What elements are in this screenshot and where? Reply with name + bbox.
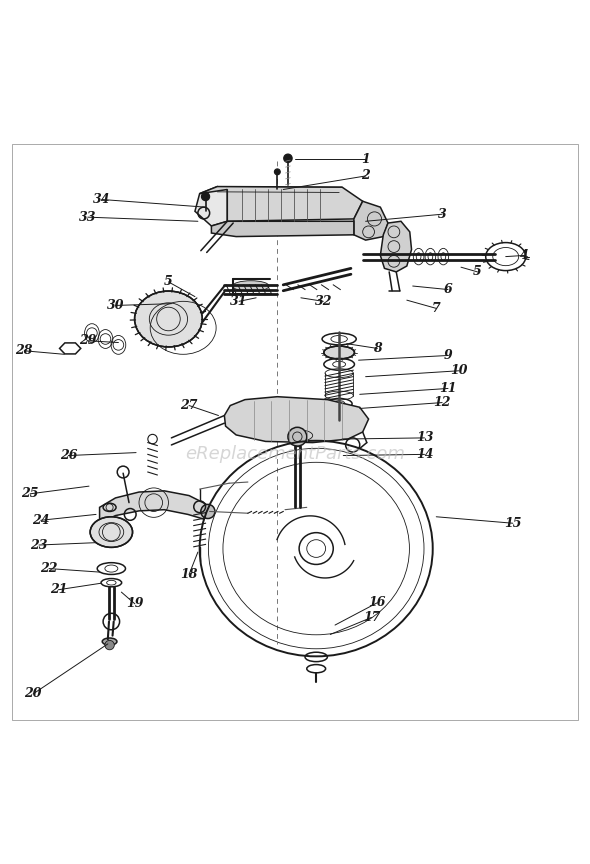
Text: 16: 16: [369, 596, 386, 609]
Polygon shape: [381, 221, 412, 272]
Text: 5: 5: [164, 276, 173, 289]
Ellipse shape: [102, 638, 117, 645]
Text: 19: 19: [126, 597, 143, 610]
Ellipse shape: [90, 517, 133, 548]
Text: 33: 33: [79, 211, 97, 224]
Circle shape: [288, 428, 307, 446]
Circle shape: [201, 193, 209, 200]
Text: 27: 27: [181, 399, 198, 412]
Text: 20: 20: [24, 688, 42, 701]
Text: 29: 29: [79, 334, 97, 347]
Text: 3: 3: [438, 207, 447, 220]
Text: 4: 4: [520, 249, 529, 262]
Text: 21: 21: [50, 583, 67, 596]
Text: eReplacementParts.com: eReplacementParts.com: [185, 445, 405, 463]
Text: 34: 34: [93, 193, 111, 206]
Text: 2: 2: [361, 169, 370, 182]
Text: 18: 18: [181, 568, 198, 581]
Text: 31: 31: [230, 295, 248, 308]
Text: 8: 8: [373, 342, 382, 355]
Text: 6: 6: [444, 283, 453, 296]
Ellipse shape: [232, 281, 269, 291]
Text: 7: 7: [432, 302, 441, 314]
Text: 5: 5: [473, 265, 482, 278]
Text: 9: 9: [444, 349, 453, 362]
Text: 1: 1: [361, 153, 370, 166]
Text: 14: 14: [416, 448, 433, 461]
Polygon shape: [211, 221, 354, 237]
Polygon shape: [199, 187, 363, 221]
Text: 17: 17: [363, 611, 381, 624]
Text: 10: 10: [450, 365, 467, 378]
Ellipse shape: [135, 291, 202, 347]
Text: 24: 24: [32, 514, 50, 527]
Polygon shape: [224, 397, 369, 442]
Text: 12: 12: [434, 396, 451, 409]
Polygon shape: [100, 491, 209, 524]
Text: 23: 23: [30, 538, 48, 551]
Ellipse shape: [324, 346, 355, 359]
Circle shape: [274, 168, 280, 175]
Text: 25: 25: [21, 487, 39, 500]
Text: 22: 22: [40, 562, 58, 575]
Text: 30: 30: [107, 299, 124, 312]
Polygon shape: [354, 201, 388, 240]
Text: 32: 32: [314, 295, 332, 308]
Circle shape: [284, 154, 292, 162]
Circle shape: [105, 640, 114, 650]
Circle shape: [201, 505, 215, 518]
Text: 11: 11: [440, 382, 457, 395]
Text: 26: 26: [60, 449, 77, 462]
Text: 13: 13: [416, 431, 433, 444]
Polygon shape: [195, 187, 227, 226]
Text: 28: 28: [15, 344, 33, 358]
Text: 15: 15: [504, 517, 522, 530]
